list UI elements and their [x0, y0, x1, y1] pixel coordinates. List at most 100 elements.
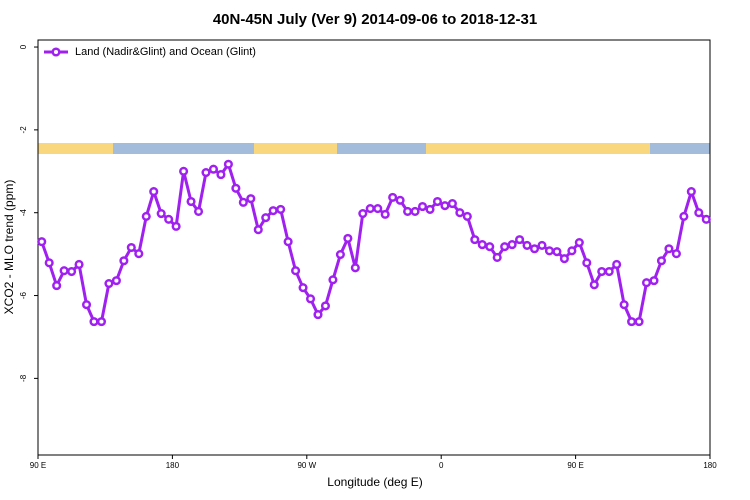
- x-tick-label: 90 E: [30, 461, 46, 470]
- data-point: [223, 159, 233, 169]
- data-point: [694, 208, 704, 218]
- data-point: [52, 281, 62, 291]
- data-point: [320, 301, 331, 311]
- data-point: [455, 208, 465, 218]
- data-point: [664, 244, 674, 254]
- data-point: [604, 266, 614, 277]
- data-point: [111, 276, 121, 286]
- data-point: [246, 194, 256, 204]
- data-point: [515, 235, 525, 245]
- data-point: [156, 208, 166, 219]
- data-point: [89, 317, 99, 327]
- data-point: [291, 266, 301, 276]
- data-point: [462, 211, 472, 221]
- data-point: [141, 211, 151, 221]
- data-point: [440, 201, 450, 211]
- data-point: [96, 317, 107, 327]
- data-point: [179, 166, 189, 176]
- data-point: [567, 246, 577, 256]
- data-point: [208, 164, 219, 174]
- data-point: [201, 167, 211, 178]
- data-point: [380, 209, 390, 219]
- data-point: [417, 201, 428, 212]
- data-point: [350, 263, 360, 273]
- legend-marker: [51, 47, 61, 57]
- data-point: [537, 240, 547, 250]
- data-point: [552, 247, 562, 257]
- x-tick-label: 90 E: [567, 461, 583, 470]
- data-point: [134, 249, 144, 259]
- data-point: [485, 242, 495, 252]
- plot-frame: [37, 39, 711, 456]
- data-point: [627, 317, 637, 327]
- data-point: [425, 204, 435, 214]
- data-point: [328, 275, 338, 285]
- series-line: [40, 160, 708, 324]
- data-point: [492, 252, 502, 262]
- data-point: [313, 310, 323, 320]
- data-point: [261, 213, 271, 223]
- data-point: [253, 225, 263, 235]
- data-point: [126, 242, 136, 253]
- data-point: [582, 258, 592, 268]
- data-point: [686, 187, 696, 197]
- data-point: [373, 204, 383, 214]
- data-point: [649, 276, 659, 286]
- y-tick-label: -8: [19, 374, 28, 382]
- data-point: [149, 187, 159, 197]
- x-axis-label: Longitude (deg E): [327, 475, 422, 489]
- data-point: [358, 208, 368, 219]
- data-point: [44, 258, 54, 268]
- x-tick-label: 180: [166, 461, 180, 470]
- data-point: [477, 240, 487, 250]
- data-point: [193, 206, 204, 217]
- data-point: [589, 280, 599, 290]
- data-point: [216, 170, 226, 180]
- x-tick-label: 90 W: [297, 461, 316, 470]
- data-point: [59, 266, 69, 276]
- data-point: [507, 240, 517, 250]
- data-point: [403, 206, 413, 217]
- data-point: [410, 206, 420, 217]
- data-point: [529, 244, 540, 254]
- data-point: [276, 204, 286, 214]
- data-point: [612, 259, 622, 270]
- legend-label: Land (Nadir&Glint) and Ocean (Glint): [75, 46, 256, 58]
- y-tick-label: -4: [19, 209, 28, 217]
- data-point: [500, 242, 510, 252]
- data-point: [388, 192, 398, 202]
- data-point: [641, 278, 652, 288]
- data-point: [283, 237, 293, 247]
- data-point: [335, 249, 345, 260]
- land-ocean-strip: [38, 143, 710, 154]
- data-point: [447, 199, 457, 209]
- y-tick-label: -6: [19, 291, 28, 299]
- data-point: [119, 256, 129, 266]
- data-point: [656, 256, 667, 266]
- data-point: [37, 237, 47, 247]
- data-point: [574, 237, 584, 248]
- data-point: [679, 211, 689, 221]
- y-axis-label: XCO2 - MLO trend (ppm): [2, 180, 16, 315]
- data-point: [634, 317, 644, 327]
- data-point: [231, 183, 241, 193]
- data-point: [268, 206, 278, 216]
- data-point: [544, 246, 555, 256]
- data-point: [470, 235, 480, 245]
- x-tick-label: 0: [439, 461, 444, 470]
- data-point: [81, 300, 92, 310]
- data-point: [619, 300, 629, 310]
- data-point: [74, 259, 84, 270]
- data-point: [701, 214, 711, 224]
- data-point: [186, 196, 196, 207]
- data-point: [298, 283, 308, 293]
- data-point: [305, 294, 316, 304]
- data-point: [671, 249, 681, 259]
- chart-title: 40N-45N July (Ver 9) 2014-09-06 to 2018-…: [213, 11, 537, 28]
- x-tick-label: 180: [703, 461, 717, 470]
- data-point: [559, 254, 569, 264]
- y-tick-label: -2: [19, 126, 28, 134]
- data-point: [522, 240, 532, 250]
- data-point: [365, 204, 375, 214]
